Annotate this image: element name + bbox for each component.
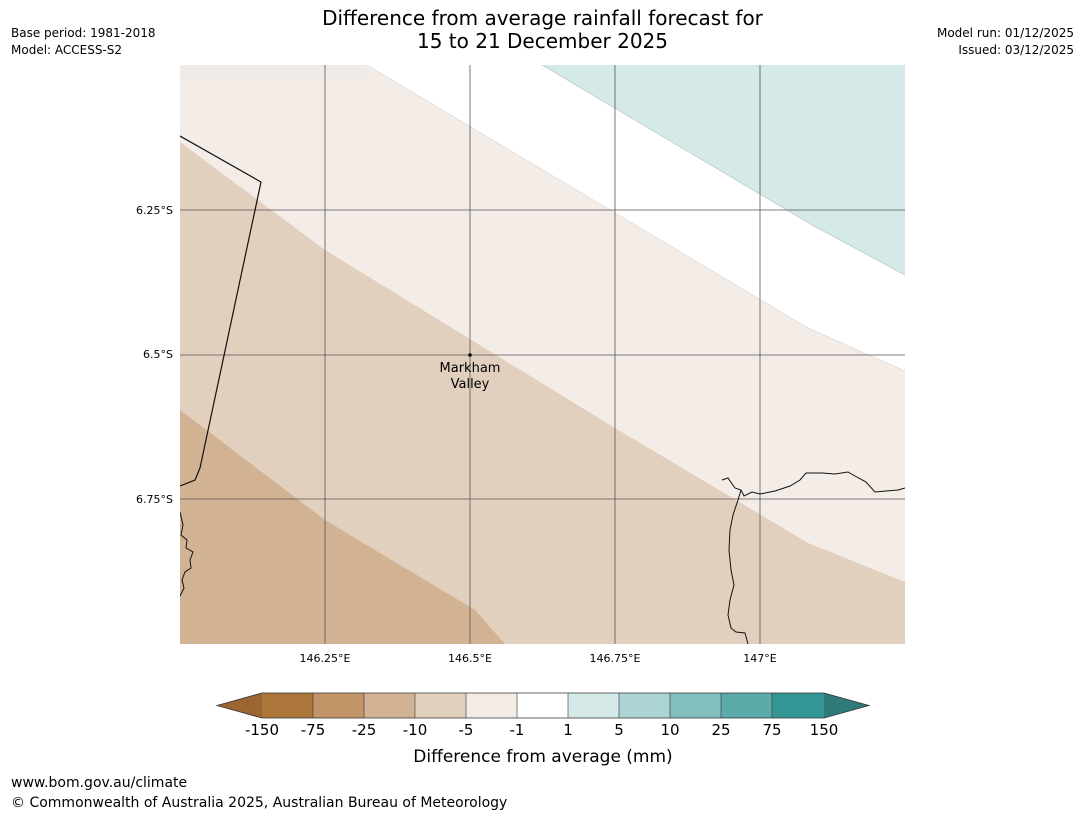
lat-label: 6.75°S — [136, 493, 173, 506]
legend-tick: 10 — [660, 721, 679, 739]
legend-segment — [670, 693, 721, 718]
legend-segment-extend-low — [217, 693, 262, 718]
legend-label: Difference from average (mm) — [413, 747, 672, 767]
header-meta-left: Base period: 1981-2018 Model: ACCESS-S2 — [11, 25, 156, 59]
base-period: Base period: 1981-2018 — [11, 26, 156, 40]
legend-segment — [313, 693, 364, 718]
legend-colorbar — [215, 692, 871, 719]
legend-ticks: -150 -75 -25 -10 -5 -1 1 5 10 25 75 150 — [245, 721, 838, 739]
legend-segment — [517, 693, 568, 718]
band-minus10-to-minus5 — [180, 142, 905, 644]
contour-line — [366, 65, 905, 372]
map-plot-area: Markham Valley — [180, 65, 905, 644]
legend-tick: 5 — [614, 721, 624, 739]
legend-tick: -75 — [301, 721, 326, 739]
footer-copyright: © Commonwealth of Australia 2025, Austra… — [11, 795, 508, 811]
lon-labels: 146.25°E 146.5°E 146.75°E 147°E — [300, 652, 777, 665]
legend-outline — [215, 692, 871, 719]
legend-segment-extend-high — [824, 693, 869, 718]
legend-tick: 25 — [711, 721, 730, 739]
legend-tick: -10 — [403, 721, 428, 739]
river-line — [727, 489, 749, 644]
coastline-east — [721, 471, 905, 497]
title-line-1: Difference from average rainfall forecas… — [322, 6, 763, 30]
legend-segment — [568, 693, 619, 718]
legend-tick: -150 — [245, 721, 279, 739]
lon-label: 147°E — [743, 652, 776, 665]
band-1-to-5 — [542, 65, 905, 275]
header-meta-right: Model run: 01/12/2025 Issued: 03/12/2025 — [937, 25, 1074, 59]
lat-labels: 6.25°S 6.5°S 6.75°S — [136, 204, 173, 506]
legend-segment — [772, 693, 824, 718]
legend-tick: 150 — [810, 721, 839, 739]
lon-label: 146.75°E — [590, 652, 641, 665]
legend-segment — [415, 693, 466, 718]
model-name: Model: ACCESS-S2 — [11, 43, 123, 57]
legend-segment — [262, 693, 313, 718]
page-title: Difference from average rainfall forecas… — [0, 7, 1085, 53]
legend-tick: -5 — [459, 721, 474, 739]
markham-valley-marker — [468, 353, 472, 357]
lat-label: 6.25°S — [136, 204, 173, 217]
legend-tick: 75 — [762, 721, 781, 739]
legend-tick: -1 — [510, 721, 525, 739]
footer-url: www.bom.gov.au/climate — [11, 775, 188, 791]
legend-segment — [619, 693, 670, 718]
border-line — [180, 135, 262, 487]
top-shade — [180, 65, 367, 79]
legend-tick: 1 — [563, 721, 573, 739]
legend-segment — [364, 693, 415, 718]
coastline-west — [180, 511, 194, 597]
contour-line — [541, 65, 905, 276]
legend-tick: -25 — [352, 721, 377, 739]
graticule — [180, 65, 905, 644]
model-run: Model run: 01/12/2025 — [936, 26, 1074, 40]
legend-dividers — [312, 693, 773, 718]
band-minus25-to-minus10 — [180, 410, 505, 644]
place-label-line1: Markham — [440, 361, 501, 376]
lon-label: 146.25°E — [300, 652, 351, 665]
issued-date: Issued: 03/12/2025 — [958, 43, 1074, 57]
lat-label: 6.5°S — [143, 348, 173, 361]
title-line-2: 15 to 21 December 2025 — [416, 29, 668, 53]
legend-segment — [466, 693, 517, 718]
lon-label: 146.5°E — [448, 652, 492, 665]
place-label-line2: Valley — [451, 377, 490, 392]
legend-segment — [721, 693, 772, 718]
